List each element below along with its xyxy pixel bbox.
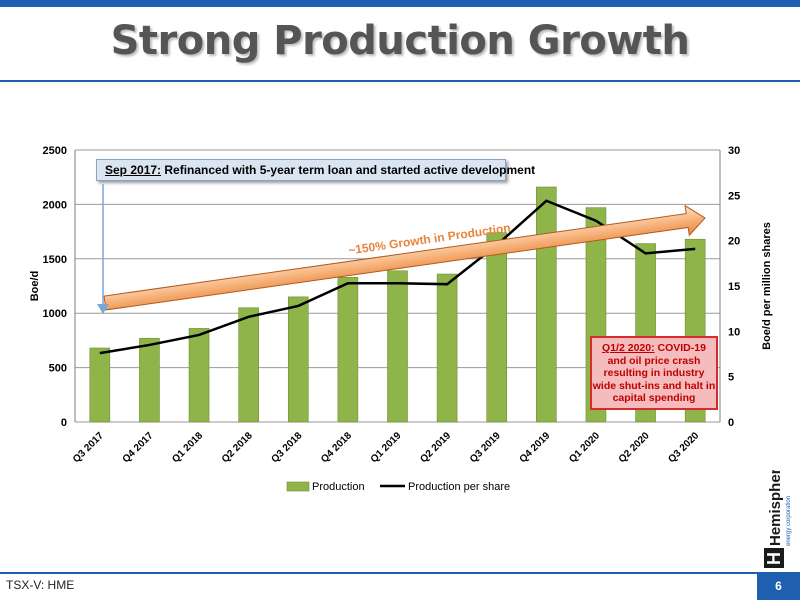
y-tick-label: 2000 [43,199,67,211]
production-bar [387,270,408,423]
y-tick-label: 500 [49,363,67,375]
y-tick-label: 1000 [43,308,67,320]
hemisphere-logo: H Hemisphere energy corporation [764,470,792,568]
pointer-arrowhead [97,304,109,314]
refinance-callout-date: Sep 2017: [105,163,162,177]
x-category-label: Q3 2017 [71,430,106,465]
x-category-label: Q3 2019 [468,430,503,465]
production-bar [238,307,259,423]
production-bar [486,232,508,423]
refinance-callout: Sep 2017: Refinanced with 5-year term lo… [96,159,535,181]
legend-bar-swatch [286,481,310,492]
production-bar [536,186,557,423]
x-category-label: Q3 2020 [666,430,701,465]
ticker-footer: TSX-V: HME [6,578,75,592]
y-tick-label: 1500 [43,254,67,266]
page-title: Strong Production Growth [110,18,690,64]
y-tick-label: 0 [61,417,67,429]
x-category-label: Q3 2018 [269,430,304,465]
logo-subtitle: energy corporation [786,496,792,546]
bottom-divider [0,572,757,574]
page-number: 6 [757,572,800,600]
x-category-label: Q2 2020 [617,430,652,465]
y-axis-title: Boe/d [29,271,41,302]
y2-axis-title: Boe/d per million shares [761,222,773,350]
top-accent-bar [0,0,800,7]
covid-callout: Q1/2 2020: COVID-19 and oil price crash … [590,336,718,410]
x-category-label: Q1 2018 [170,430,205,465]
x-category-label: Q2 2019 [418,430,453,465]
logo-name: Hemisphere [767,470,784,546]
legend-bar-label: Production [312,481,365,493]
production-per-share-line [99,199,696,355]
title-divider [0,80,800,82]
legend-line-label: Production per share [408,481,510,493]
production-bar [139,337,160,423]
production-chart: 0 500 1000 1500 2000 2500 0 5 10 15 20 25 30 Q3 2017 Q… [29,145,773,493]
x-category-label: Q1 2020 [567,430,602,465]
production-bar [89,347,111,423]
y2-tick-label: 0 [728,417,734,429]
x-category-label: Q4 2019 [518,430,553,465]
y-tick-label: 2500 [43,145,67,157]
logo-h-mark [764,548,784,568]
x-category-label: Q4 2018 [319,430,354,465]
x-category-label: Q4 2017 [121,430,156,465]
covid-callout-text: COVID-19 and oil price crash resulting i… [592,342,716,404]
refinance-callout-text: Refinanced with 5-year term loan and sta… [161,163,536,177]
svg-text:H: H [764,552,784,565]
x-category-label: Q2 2018 [220,430,255,465]
y2-tick-label: 15 [728,281,740,293]
production-bar [337,276,359,423]
y2-tick-label: 30 [728,145,740,157]
covid-callout-date: Q1/2 2020: [602,342,655,354]
x-category-label: Q1 2019 [369,430,404,465]
growth-arrow-shape [103,204,706,311]
y2-tick-label: 10 [728,326,740,338]
y2-tick-label: 20 [728,236,740,248]
production-bar [436,273,458,423]
production-bar [188,328,210,423]
y2-tick-label: 25 [728,190,740,202]
production-bar [287,296,309,423]
y2-tick-label: 5 [728,372,734,384]
